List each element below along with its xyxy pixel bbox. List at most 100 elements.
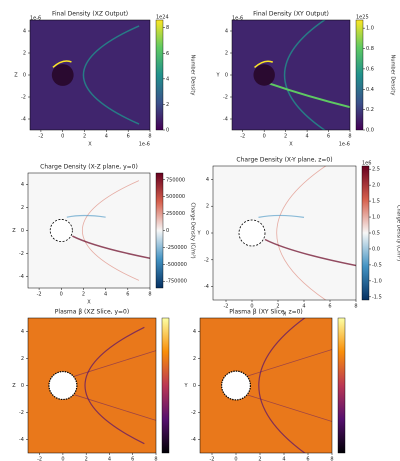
colorbar-tick-label: 250000 — [166, 211, 185, 217]
panel-title: Plasma β (XY Slice, z=0) — [229, 309, 303, 316]
x-tick-label: 8 — [154, 457, 157, 461]
y-tick-label: 4 — [23, 29, 26, 35]
colorbar-tick-label: 2 — [166, 102, 169, 108]
bow-shock — [84, 326, 145, 445]
colorbar-tick-label: 0.6 — [366, 66, 374, 72]
y-tick-label: -2 — [191, 410, 196, 416]
y-tick-label: -4 — [21, 117, 26, 123]
x-tick-label: 6 — [306, 457, 309, 461]
x-tick-label: 2 — [85, 457, 88, 461]
x-tick-label: 2 — [276, 304, 279, 310]
panel-title: Final Density (XZ Output) — [52, 11, 128, 18]
y-axis-label: Z — [12, 383, 16, 389]
y-axis-label: Y — [196, 231, 201, 237]
colorbar-offset: 1e6 — [362, 161, 371, 167]
x-tick-label: 2 — [284, 134, 287, 140]
x-axis-label: X — [87, 300, 91, 306]
bow-shock — [284, 20, 326, 130]
x-tick-label: 8 — [148, 292, 151, 298]
colorbar-tick-label: 0.5 — [372, 231, 380, 237]
x-offset: 1e-6 — [339, 142, 350, 148]
colorbar-tick-label: 0.0 — [366, 128, 374, 134]
field-bg — [30, 20, 150, 130]
x-tick-label: 8 — [330, 457, 333, 461]
colorbar-tick-label: 0 — [166, 128, 169, 134]
colorbar — [155, 19, 164, 131]
field-bg — [28, 173, 150, 288]
y-tick-label: 0 — [225, 73, 228, 79]
colorbar-tick-label: -0.5 — [372, 262, 382, 268]
panel-title: Charge Density (X-Z plane, y=0) — [40, 164, 138, 171]
y-tick-label: -2 — [21, 95, 26, 101]
y-axis-label: Y — [215, 73, 220, 79]
x-tick-label: 8 — [354, 304, 357, 310]
y-tick-label: 4 — [225, 29, 228, 35]
colorbar-tick-label: 0.8 — [366, 46, 374, 52]
colorbar-label: Charge Density (C/m³) — [396, 205, 400, 261]
colorbar-label: Number Density — [390, 55, 396, 96]
y-tick-label: -4 — [19, 437, 24, 443]
bow-shock — [276, 166, 327, 300]
field-image — [30, 20, 150, 130]
field-image — [28, 318, 156, 453]
y-tick-label: 4 — [21, 182, 24, 188]
x-tick-label: 0 — [263, 134, 266, 140]
wake — [258, 214, 305, 218]
y-tick-label: -4 — [19, 274, 24, 280]
x-tick-label: -2 — [240, 134, 245, 140]
y-tick-label: 2 — [206, 204, 209, 210]
x-tick-label: 2 — [258, 457, 261, 461]
x-tick-label: 8 — [148, 134, 151, 140]
colorbar-tick-label: 1.0 — [366, 26, 374, 32]
x-tick-label: -2 — [210, 457, 215, 461]
y-tick-label: -4 — [191, 437, 196, 443]
y-tick-label: 4 — [193, 329, 196, 335]
field-image — [28, 173, 150, 288]
wake — [74, 350, 156, 421]
colorbar-tick-label: 500000 — [166, 194, 185, 200]
field-bg — [28, 318, 156, 453]
x-tick-label: 6 — [328, 304, 331, 310]
colorbar — [361, 165, 370, 301]
tail — [269, 82, 350, 109]
y-tick-label: -2 — [19, 251, 24, 257]
y-tick-label: -4 — [223, 117, 228, 123]
colorbar-tick-label: 0.2 — [366, 107, 374, 113]
colorbar-tick-label: -1.5 — [372, 294, 382, 300]
field-bg — [232, 20, 350, 130]
colorbar-tick-label: 0 — [166, 228, 169, 234]
y-tick-label: -2 — [204, 257, 209, 263]
y-tick-label: 2 — [23, 51, 26, 57]
y-axis-label: Z — [12, 228, 16, 234]
x-tick-label: 6 — [126, 292, 129, 298]
x-axis-label: X — [289, 142, 293, 148]
x-tick-label: 0 — [61, 134, 64, 140]
x-tick-label: -2 — [37, 457, 42, 461]
y-tick-label: 2 — [21, 205, 24, 211]
colorbar-label: Charge Density (C/m³) — [190, 202, 196, 258]
colorbar-tick-label: -250000 — [166, 245, 187, 251]
colorbar-tick-label: 8 — [166, 25, 169, 31]
y-offset: 1e-6 — [232, 16, 243, 22]
x-tick-label: -2 — [38, 134, 43, 140]
colorbar-tick-label: 4 — [166, 76, 169, 82]
colorbar-label: Number Density — [190, 55, 196, 96]
cusp — [52, 60, 72, 68]
x-tick-label: 2 — [83, 134, 86, 140]
wake — [264, 238, 356, 267]
x-tick-label: -2 — [37, 292, 42, 298]
x-tick-label: 4 — [302, 304, 305, 310]
x-axis-label: X — [88, 142, 92, 148]
obstacle — [49, 219, 73, 242]
cusp — [254, 60, 274, 69]
y-tick-label: 0 — [206, 231, 209, 237]
colorbar-tick-label: 1.0 — [372, 215, 380, 221]
colorbar-tick-label: 750000 — [166, 177, 185, 183]
y-tick-label: -2 — [223, 95, 228, 101]
obstacle — [238, 219, 266, 247]
x-tick-label: 8 — [348, 134, 351, 140]
y-tick-label: 2 — [193, 356, 196, 362]
panel-title: Final Density (XY Output) — [253, 11, 329, 18]
y-tick-label: -4 — [204, 284, 209, 290]
